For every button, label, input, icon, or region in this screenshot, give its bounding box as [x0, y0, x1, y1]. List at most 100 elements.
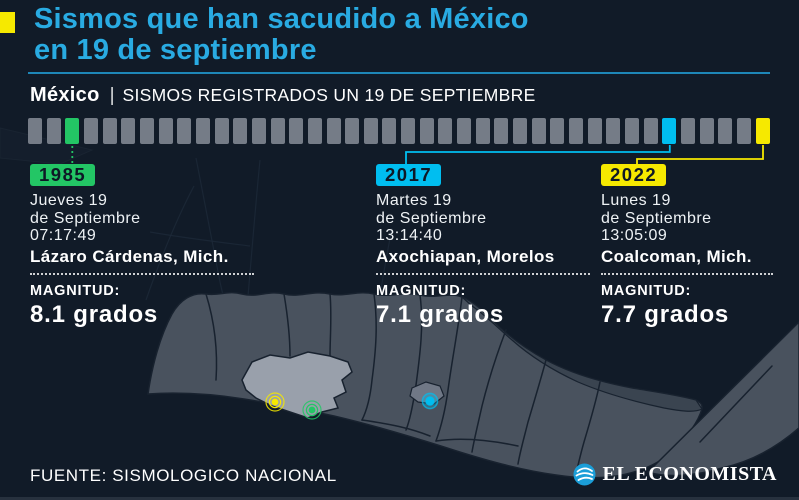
timeline-square	[139, 118, 154, 144]
event-weekday: Martes 19	[376, 192, 452, 209]
timeline-square	[606, 118, 621, 144]
map-state-border	[405, 294, 423, 431]
timeline-square	[419, 118, 434, 144]
dotted-separator	[30, 272, 254, 275]
bottom-edge-bar	[0, 497, 799, 500]
event-card-2017: 2017 Martes 19 de Septiembre 13:14:40 Ax…	[376, 164, 590, 329]
timeline-square	[177, 118, 192, 144]
event-location: Coalcoman, Mich.	[601, 246, 752, 266]
event-time: 07:17:49	[30, 227, 97, 244]
event-location: Lázaro Cárdenas, Mich.	[30, 246, 229, 266]
timeline-square	[513, 118, 528, 144]
map-state-border	[517, 359, 547, 465]
magnitude-label: MAGNITUD:	[601, 282, 692, 299]
magnitude-label: MAGNITUD:	[376, 282, 467, 299]
title-accent-square-icon	[0, 12, 15, 33]
epicenter-marker-2022	[265, 392, 285, 412]
page-title: Sismos que han sacudido a México en 19 d…	[34, 4, 529, 66]
timeline-square	[46, 118, 61, 144]
timeline-square	[475, 118, 490, 144]
map-faint-border	[247, 159, 261, 297]
map-state-border	[329, 293, 332, 357]
event-month: de Septiembre	[376, 209, 487, 227]
event-time: 13:05:09	[601, 227, 668, 244]
epicenter-marker-2017	[421, 392, 439, 410]
timeline-square	[251, 118, 266, 144]
source-credit: FUENTE: SISMOLOGICO NACIONAL	[30, 466, 337, 485]
year-badge-2022: 2022	[601, 164, 667, 186]
section-header: México | SISMOS REGISTRADOS UN 19 DE SEPTI…	[30, 84, 536, 107]
timeline-square	[569, 118, 584, 144]
timeline-square	[307, 118, 322, 144]
timeline-square	[326, 118, 341, 144]
timeline-square	[550, 118, 565, 144]
event-card-2022: 2022 Lunes 19 de Septiembre 13:05:09 Coa…	[601, 164, 773, 329]
page-title-line1: Sismos que han sacudido a México	[34, 3, 529, 35]
timeline-square	[270, 118, 285, 144]
event-month: de Septiembre	[601, 209, 712, 227]
pipe-separator: |	[109, 85, 115, 106]
event-month: de Septiembre	[30, 209, 141, 227]
event-location: Axochiapan, Morelos	[376, 246, 555, 266]
timeline-square-2022	[755, 118, 770, 144]
map-state-border	[361, 419, 431, 437]
dotted-separator	[601, 272, 773, 275]
timeline-square-2017	[662, 118, 677, 144]
el-economista-icon	[573, 463, 595, 486]
timeline-square	[643, 118, 658, 144]
dotted-separator	[376, 272, 590, 275]
timeline-square	[401, 118, 416, 144]
timeline-square	[158, 118, 173, 144]
magnitude-value: 7.7 grados	[601, 300, 730, 328]
map-faint-border	[149, 231, 251, 247]
title-divider	[28, 72, 770, 74]
timeline-square	[102, 118, 117, 144]
timeline-square	[363, 118, 378, 144]
timeline-square	[699, 118, 714, 144]
magnitude-value: 7.1 grados	[376, 300, 505, 328]
event-card-1985: 1985 Jueves 19 de Septiembre 07:17:49 Lá…	[30, 164, 254, 329]
map-state-border	[283, 293, 291, 357]
year-badge-2017: 2017	[376, 164, 442, 186]
timeline-square	[531, 118, 546, 144]
map-state-border	[205, 293, 218, 381]
timeline-square	[625, 118, 639, 144]
timeline-square	[289, 118, 304, 144]
country-label: México	[30, 84, 100, 106]
map-state-border	[435, 438, 519, 447]
timeline-square	[214, 118, 229, 144]
magnitude-value: 8.1 grados	[30, 300, 159, 328]
timeline-square-1985	[65, 118, 80, 144]
magnitude-label: MAGNITUD:	[30, 282, 121, 299]
map-state-border	[435, 296, 463, 442]
timeline-square	[345, 118, 360, 144]
timeline-square	[438, 118, 453, 144]
timeline-square	[457, 118, 472, 144]
section-subtitle: SISMOS REGISTRADOS UN 19 DE SEPTIEMBRE	[122, 85, 536, 105]
year-badge-1985: 1985	[30, 164, 96, 186]
brand-name: EL ECONOMISTA	[602, 463, 777, 485]
timeline-square	[736, 118, 751, 144]
map-faint-border	[145, 185, 195, 301]
timeline-square	[494, 118, 509, 144]
timeline-square	[28, 118, 42, 144]
event-weekday: Jueves 19	[30, 192, 108, 209]
timeline-square	[83, 118, 98, 144]
epicenter-marker-1985	[302, 400, 322, 420]
event-time: 13:14:40	[376, 227, 443, 244]
brand-logo: EL ECONOMISTA	[573, 463, 778, 486]
event-weekday: Lunes 19	[601, 192, 671, 209]
timeline-square	[121, 118, 136, 144]
timeline-square	[382, 118, 397, 144]
year-timeline	[28, 118, 770, 144]
map-state-michoacan-highlight	[241, 351, 353, 419]
timeline-square	[718, 118, 733, 144]
map-gulf-region	[461, 296, 703, 412]
map-state-border	[699, 365, 773, 443]
page-title-line2: en 19 de septiembre	[34, 34, 317, 66]
map-state-border	[361, 293, 377, 421]
map-yucatan	[646, 320, 799, 477]
timeline-square	[195, 118, 210, 144]
